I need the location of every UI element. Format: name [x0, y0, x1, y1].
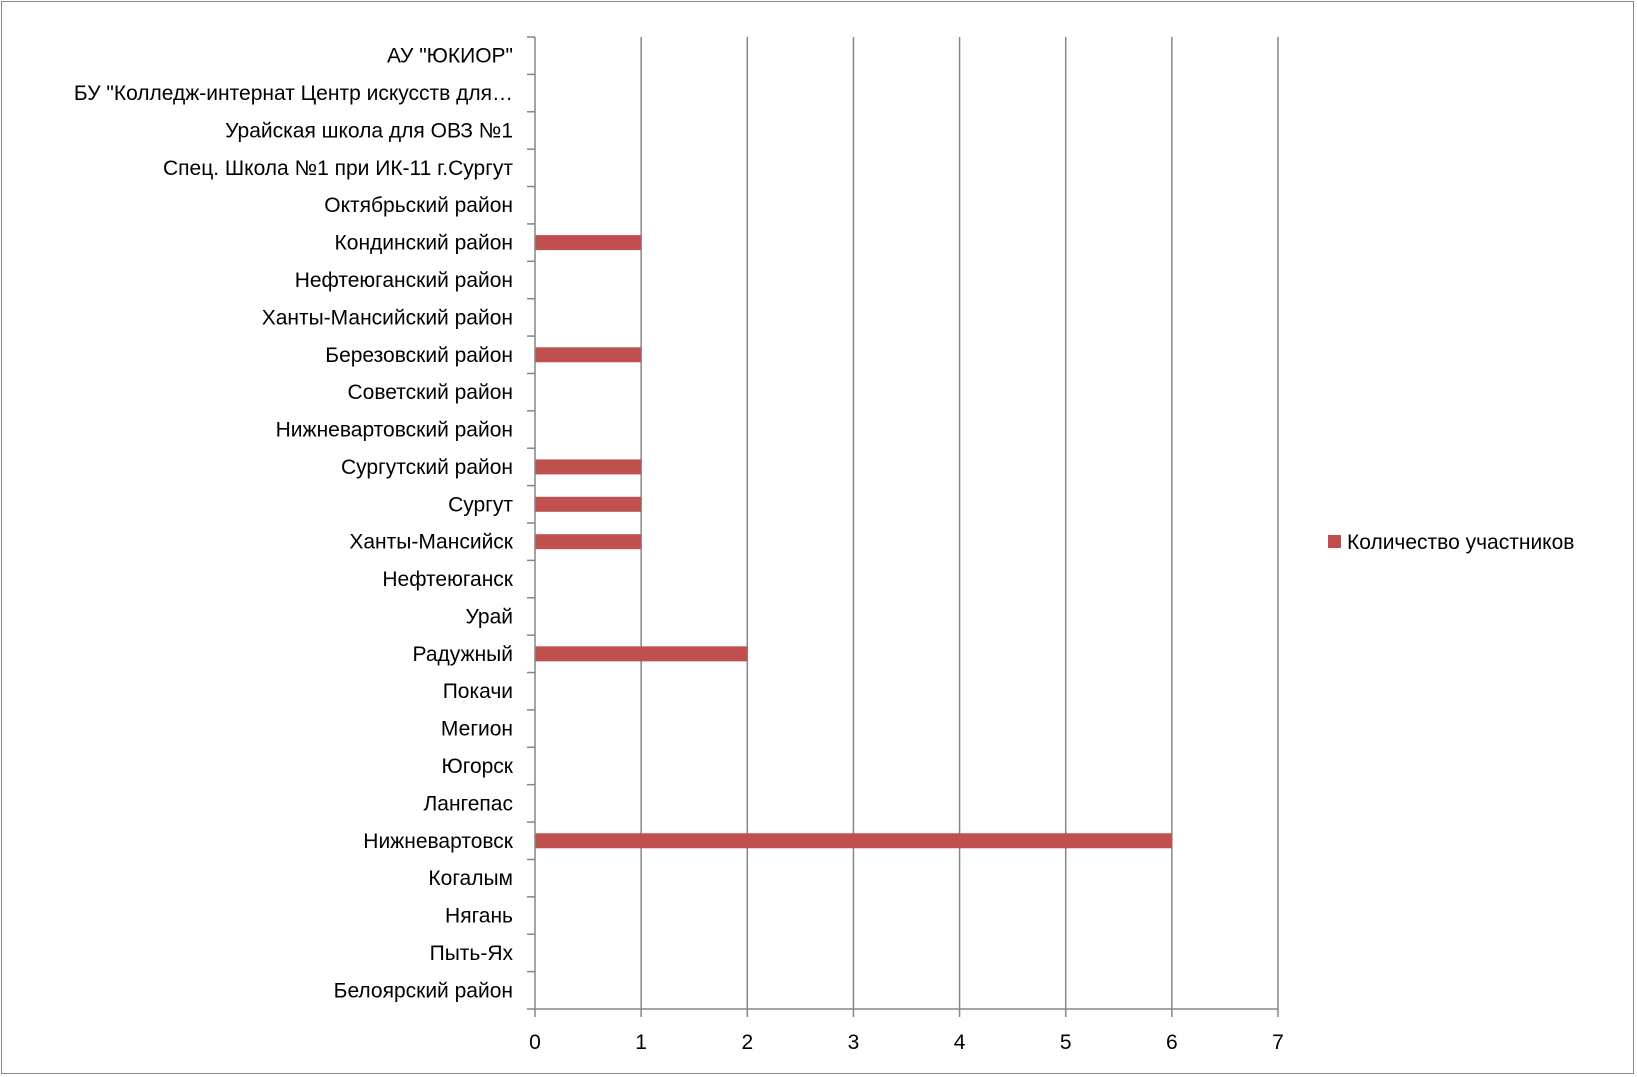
x-tick-label-0: 0: [529, 1031, 541, 1054]
category-label: Нижневартовский район: [276, 419, 513, 442]
category-label: Кондинский район: [335, 232, 513, 255]
bar-9: [535, 646, 748, 662]
category-label: Лангепас: [424, 792, 514, 815]
category-label: Сургутский район: [341, 456, 513, 479]
x-tick-label-4: 4: [954, 1031, 966, 1054]
category-label: Белоярский район: [334, 979, 513, 1002]
category-label: БУ "Колледж-интернат Центр искусств для…: [74, 82, 513, 105]
category-labels: Белоярский район Пыть-Ях Нягань Когалым Нижн…: [74, 45, 514, 1003]
x-tick-label-2: 2: [741, 1031, 753, 1054]
bars: [535, 235, 1172, 849]
bar-12: [535, 534, 642, 550]
bar-20: [535, 235, 642, 251]
category-label: Нягань: [445, 905, 513, 928]
category-label: Октябрьский район: [324, 194, 513, 217]
category-label: Пыть-Ях: [430, 942, 514, 965]
bar-4: [535, 833, 1172, 849]
bar-13: [535, 496, 642, 512]
x-tick-label-3: 3: [848, 1031, 860, 1054]
category-label: Сургут: [448, 493, 513, 516]
x-tick-label-7: 7: [1272, 1031, 1284, 1054]
category-label: Березовский район: [325, 344, 513, 367]
category-label: АУ "ЮКИОР": [387, 45, 513, 68]
category-label: Покачи: [443, 680, 513, 703]
axes: [527, 36, 1279, 1017]
category-label: Урай: [466, 605, 514, 628]
category-label: Нефтеюганский район: [295, 269, 513, 292]
bar-17: [535, 347, 642, 363]
category-label: Ханты-Мансийский район: [262, 306, 513, 329]
legend: Количество участников: [1328, 531, 1574, 554]
category-label: Урайская школа для ОВЗ №1: [225, 119, 513, 142]
category-label: Нижневартовск: [363, 830, 514, 853]
category-label: Нефтеюганск: [382, 568, 513, 591]
bar-14: [535, 459, 642, 475]
category-label: Когалым: [428, 867, 513, 890]
category-label: Ханты-Мансийск: [349, 531, 513, 554]
category-label: Спец. Школа №1 при ИК-11 г.Сургут: [163, 157, 513, 180]
legend-label: Количество участников: [1347, 531, 1574, 554]
x-tick-labels: 0 1 2 3 4 5 6 7: [529, 1031, 1284, 1054]
category-label: Советский район: [348, 381, 513, 404]
legend-swatch: [1328, 535, 1341, 548]
category-label: Югорск: [442, 755, 514, 778]
gridlines: [640, 37, 1279, 1009]
x-tick-label-6: 6: [1166, 1031, 1178, 1054]
x-tick-label-5: 5: [1060, 1031, 1072, 1054]
category-label: Мегион: [441, 718, 513, 741]
x-tick-label-1: 1: [635, 1031, 647, 1054]
category-label: Радужный: [413, 643, 513, 666]
